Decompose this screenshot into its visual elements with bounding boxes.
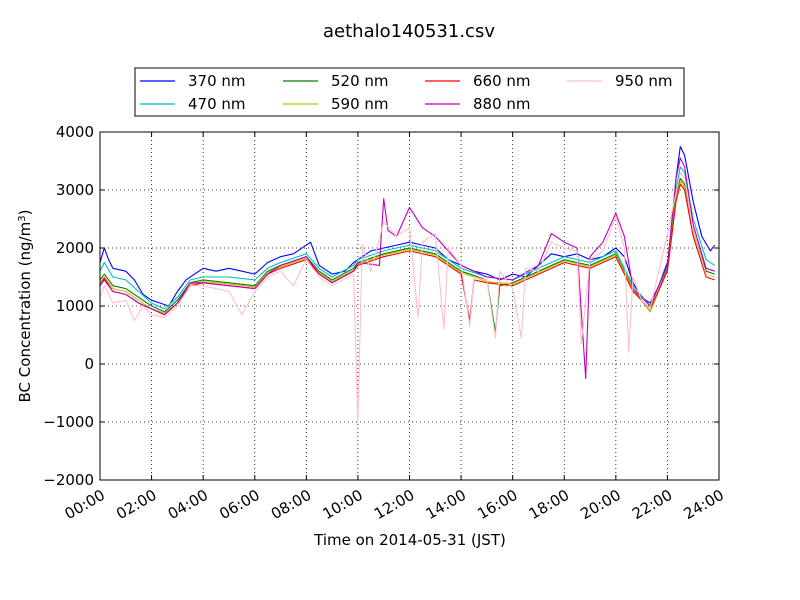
legend-label: 370 nm [188,72,246,90]
legend-label: 950 nm [615,72,673,90]
x-tick-label: 00:00 [62,486,108,523]
y-axis-label: BC Concentration (ng/m3) [16,210,34,403]
y-tick-label: 4000 [56,123,94,141]
x-tick-label: 18:00 [526,486,572,523]
x-tick-label: 06:00 [216,486,262,523]
x-tick-label: 08:00 [268,486,314,523]
series-line-6 [99,157,715,380]
legend-label: 590 nm [331,95,389,113]
series-line-4 [99,180,715,314]
y-tick-label: −1000 [43,413,94,431]
legend-label: 470 nm [188,95,246,113]
legend-label: 880 nm [473,95,531,113]
series-line-7 [99,172,715,423]
y-tick-label: 2000 [56,239,94,257]
y-tick-label: 3000 [56,181,94,199]
x-tick-label: 24:00 [681,486,727,523]
x-tick-label: 20:00 [577,486,623,523]
series-line-5 [99,183,715,322]
legend: 370 nm 470 nm 520 nm 590 nm 660 nm 880 nm 950 … [134,67,685,117]
x-tick-label: 22:00 [629,486,675,523]
x-tick-label: 14:00 [423,486,469,523]
x-tick-label: 04:00 [165,486,211,523]
x-tick-label: 10:00 [319,486,365,523]
axis-ticks: 00:00 02:00 04:00 06:00 08:00 10:00 12:00 14:00… [43,123,727,523]
legend-label: 520 nm [331,72,389,90]
x-tick-label: 02:00 [113,486,159,523]
series-line-1 [99,145,716,307]
legend-label: 660 nm [473,72,531,90]
legend-box [134,67,685,117]
series-line-2 [99,166,716,310]
x-tick-label: 16:00 [474,486,520,523]
y-tick-label: 1000 [56,297,94,315]
y-tick-label: −2000 [43,471,94,489]
x-axis-label: Time on 2014-05-31 (JST) [313,531,506,549]
grid-lines [100,132,719,480]
series-lines [99,145,716,423]
chart-title: aethalo140531.csv [323,21,495,42]
y-tick-label: 0 [84,355,94,373]
x-tick-label: 12:00 [371,486,417,523]
